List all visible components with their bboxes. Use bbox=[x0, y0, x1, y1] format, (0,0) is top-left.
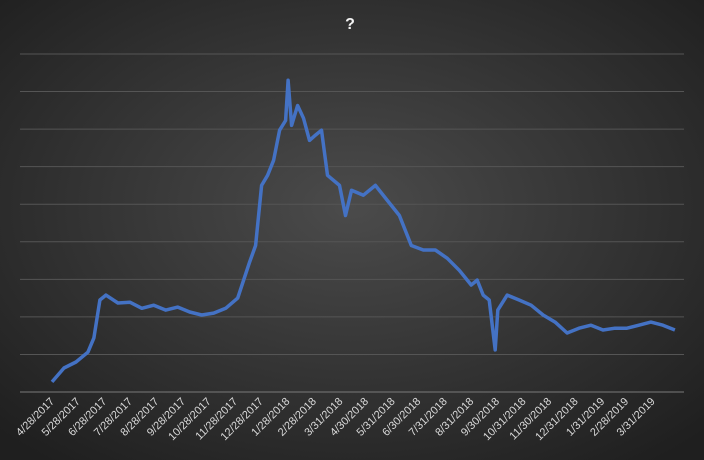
chart-title: ? bbox=[345, 16, 355, 33]
data-line bbox=[50, 78, 676, 384]
